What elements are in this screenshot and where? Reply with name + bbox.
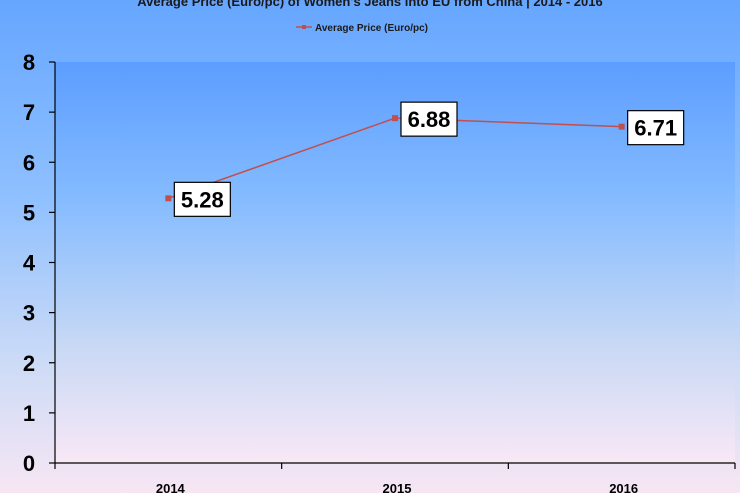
y-tick-label: 1	[23, 401, 35, 426]
chart-title: Average Price (Euro/pc) of Women's Jeans…	[137, 0, 602, 9]
data-label-box	[400, 101, 458, 137]
legend-label: Average Price (Euro/pc)	[315, 23, 428, 34]
data-label-box	[627, 110, 685, 146]
data-point	[618, 123, 625, 130]
y-tick-label: 6	[23, 150, 35, 175]
y-tick-label: 4	[23, 251, 36, 276]
data-label: 6.88	[408, 107, 451, 132]
legend: Average Price (Euro/pc)	[296, 23, 428, 34]
y-tick-label: 2	[23, 351, 35, 376]
y-tick-label: 0	[23, 451, 35, 476]
x-tick-label: 2015	[383, 481, 412, 493]
y-tick-label: 3	[23, 301, 35, 326]
data-label: 5.28	[181, 187, 224, 212]
y-tick-label: 8	[23, 50, 35, 75]
series-layer	[165, 115, 625, 202]
x-tick-label: 2014	[156, 481, 186, 493]
x-axis-ticks: 2014 2015 2016	[54, 463, 736, 493]
data-labels-layer: 5.28 6.88 6.71	[173, 101, 685, 217]
data-label-box	[173, 181, 231, 217]
data-point	[165, 195, 172, 202]
legend-marker-swatch	[302, 25, 306, 29]
data-point	[392, 115, 398, 122]
y-axis-ticks: 0 1 2 3 4 5 6 7 8	[23, 50, 55, 476]
data-label: 6.71	[634, 116, 677, 141]
y-tick-label: 5	[23, 200, 35, 225]
x-tick-label: 2016	[609, 481, 638, 493]
y-tick-label: 7	[23, 100, 35, 125]
